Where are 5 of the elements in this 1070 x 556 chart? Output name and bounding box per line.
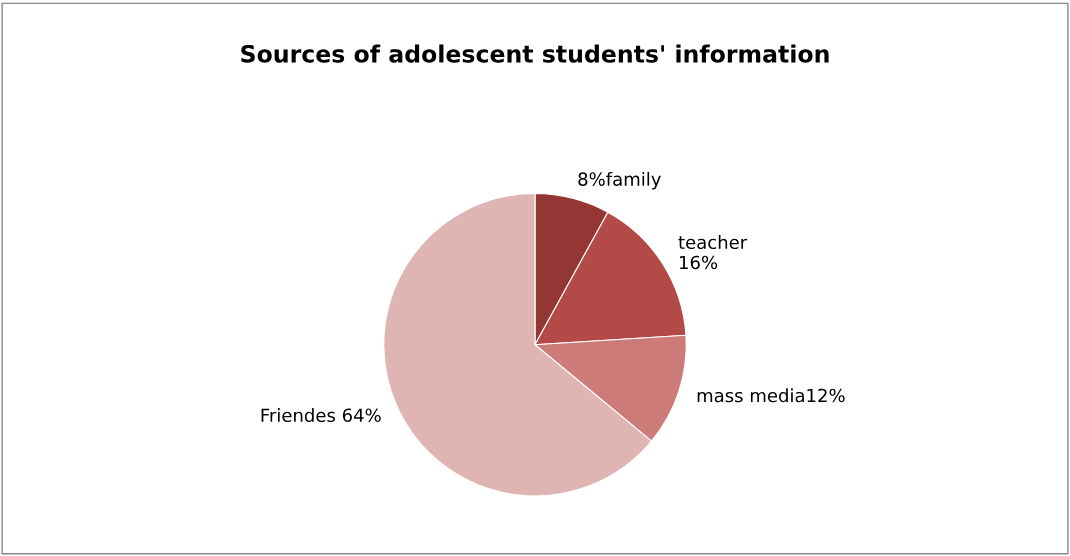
slice-label: teacher 16% bbox=[678, 235, 748, 270]
chart-title: Sources of adolescent students' information bbox=[241, 44, 829, 63]
slice-label: Friendes 64% bbox=[261, 408, 381, 423]
slice-label: mass media12% bbox=[697, 388, 845, 403]
slice-label: 8%family bbox=[578, 171, 661, 190]
